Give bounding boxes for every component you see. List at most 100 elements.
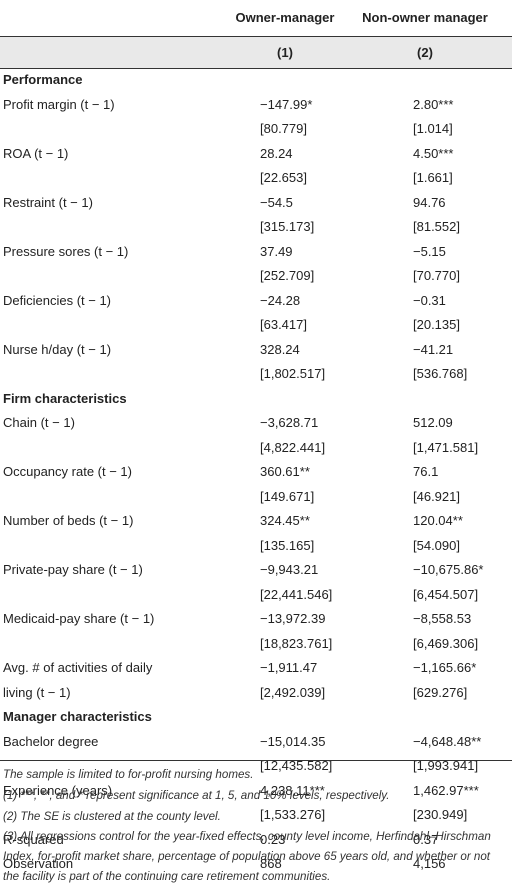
owner-manager-cell: [22,441.546] (260, 586, 333, 602)
non-owner-manager-cell: [81.552] (413, 219, 460, 234)
table-row: [315.173] [81.552] (0, 215, 512, 240)
non-owner-manager-cell: 2.80*** (413, 96, 454, 112)
owner-manager-cell: 4,238.11*** (260, 782, 325, 798)
non-owner-manager-cell: [1,471.581] (413, 439, 479, 455)
owner-manager-cell: [135.165] (260, 537, 315, 553)
note-controls: (3) All regressions control for the year… (3, 830, 491, 883)
row-label: Private-pay share (t − 1) (3, 562, 143, 577)
owner-manager-cell: [63.417] (260, 317, 307, 332)
row-label: Avg. # of activities of daily (3, 660, 153, 675)
row-label: Number of beds (t − 1) (3, 513, 134, 528)
non-owner-manager-cell: [6,454.507] (413, 586, 479, 602)
table-row: Nurse h/day (t − 1) 328.24 −41.21 (0, 338, 512, 363)
table-row: Deficiencies (t − 1) −24.28 −0.31 (0, 289, 512, 314)
section-heading: Firm characteristics (0, 387, 512, 412)
owner-manager-cell: −24.28 (260, 292, 301, 308)
table-row: Medicaid-pay share (t − 1) −13,972.39 −8,5… (0, 607, 512, 632)
owner-manager-cell: [12,435.582] (260, 758, 333, 773)
table-row: Experience (years) 4,238.11*** 1,462.97*** (0, 779, 512, 804)
section-heading: Performance (0, 68, 512, 93)
table-row: [4,822.441] [1,471.581] (0, 436, 512, 461)
col1-header: Owner-manager (235, 10, 335, 25)
row-label: Profit margin (t − 1) (3, 96, 115, 112)
non-owner-manager-cell: −0.31 (413, 292, 446, 308)
non-owner-manager-cell: 1,462.97*** (413, 782, 479, 798)
owner-manager-cell: −54.5 (260, 194, 293, 210)
section-heading: Manager characteristics (0, 705, 512, 730)
row-label: Restraint (t − 1) (3, 194, 93, 210)
section-title: Manager characteristics (3, 709, 152, 724)
non-owner-manager-cell: [70.770] (413, 268, 460, 283)
owner-manager-cell: −147.99* (260, 96, 313, 112)
table-row: Chain (t − 1) −3,628.71 512.09 (0, 411, 512, 436)
table-rule (0, 760, 512, 761)
table-row: [12,435.582] [1,993.941] (0, 754, 512, 779)
table-row: [135.165] [54.090] (0, 534, 512, 559)
owner-manager-cell: 328.24 (260, 341, 300, 357)
non-owner-manager-cell: 512.09 (413, 415, 453, 430)
row-label: ROA (t − 1) (3, 145, 69, 161)
owner-manager-cell: 868 (260, 856, 282, 871)
non-owner-manager-cell: −10,675.86* (413, 562, 484, 577)
non-owner-manager-cell: [1.014] (413, 121, 453, 136)
table-row: [1,802.517] [536.768] (0, 362, 512, 387)
non-owner-manager-cell: [1,993.941] (413, 758, 479, 773)
column-number-row: (1) (2) (0, 36, 512, 68)
non-owner-manager-cell: [629.276] (413, 684, 468, 700)
table-row: Observation 868 4,156 (0, 852, 512, 877)
non-owner-manager-cell: −8,558.53 (413, 611, 472, 626)
owner-manager-cell: [1,802.517] (260, 366, 326, 381)
table-row: [22,441.546] [6,454.507] (0, 583, 512, 608)
non-owner-manager-cell: [20.135] (413, 317, 460, 332)
row-label: Bachelor degree (3, 733, 99, 749)
owner-manager-cell: 0.23 (260, 831, 286, 847)
table-row: Occupancy rate (t − 1) 360.61** 76.1 (0, 460, 512, 485)
non-owner-manager-cell: [6,469.306] (413, 635, 479, 651)
table-rule (0, 68, 512, 69)
non-owner-manager-cell: 94.76 (413, 194, 446, 210)
table-row: [80.779] [1.014] (0, 117, 512, 142)
owner-manager-cell: [252.709] (260, 268, 315, 283)
note-se: (2) The SE is clustered at the county le… (3, 810, 221, 823)
non-owner-manager-cell: 4.50*** (413, 145, 454, 161)
row-label: living (t − 1) (3, 684, 71, 700)
row-label: Deficiencies (t − 1) (3, 292, 112, 308)
col1-number: (1) (277, 45, 293, 60)
non-owner-manager-cell: 120.04** (413, 513, 463, 528)
table-row: Profit margin (t − 1) −147.99* 2.80*** (0, 93, 512, 118)
row-label: Pressure sores (t − 1) (3, 243, 129, 259)
non-owner-manager-cell: 0.37 (413, 831, 439, 847)
table-row: [149.671] [46.921] (0, 485, 512, 510)
row-label: Occupancy rate (t − 1) (3, 464, 132, 479)
note-sample: The sample is limited to for-profit nurs… (3, 768, 254, 781)
non-owner-manager-cell: [536.768] (413, 366, 468, 381)
owner-manager-cell: 28.24 (260, 145, 293, 161)
owner-manager-cell: 360.61** (260, 464, 310, 479)
table-row: [252.709] [70.770] (0, 264, 512, 289)
section-title: Firm characteristics (3, 390, 127, 406)
table-row: [63.417] [20.135] (0, 313, 512, 338)
non-owner-manager-cell: −5.15 (413, 243, 446, 259)
table-row: [1,533.276] [230.949] (0, 803, 512, 828)
table-row: ROA (t − 1) 28.24 4.50*** (0, 142, 512, 167)
col2-number: (2) (417, 45, 433, 60)
row-label: Medicaid-pay share (t − 1) (3, 611, 155, 626)
owner-manager-cell: [22.653] (260, 170, 307, 185)
table-row: Bachelor degree −15,014.35 −4,648.48** (0, 730, 512, 755)
table-notes: The sample is limited to for-profit nurs… (3, 764, 509, 887)
owner-manager-cell: −13,972.39 (260, 611, 326, 626)
owner-manager-cell: [18,823.761] (260, 635, 333, 651)
owner-manager-cell: 37.49 (260, 243, 293, 259)
non-owner-manager-cell: [54.090] (413, 537, 460, 553)
non-owner-manager-cell: −4,648.48** (413, 733, 482, 749)
non-owner-manager-cell: [46.921] (413, 488, 460, 504)
section-title: Performance (3, 72, 83, 87)
owner-manager-cell: [315.173] (260, 219, 315, 234)
non-owner-manager-cell: [230.949] (413, 807, 468, 822)
table-row: Number of beds (t − 1) 324.45** 120.04** (0, 509, 512, 534)
row-label: Chain (t − 1) (3, 415, 75, 430)
owner-manager-cell: [1,533.276] (260, 807, 326, 822)
col2-header: Non-owner manager (362, 10, 488, 25)
table-header-row: Owner-manager Non-owner manager (0, 0, 512, 36)
